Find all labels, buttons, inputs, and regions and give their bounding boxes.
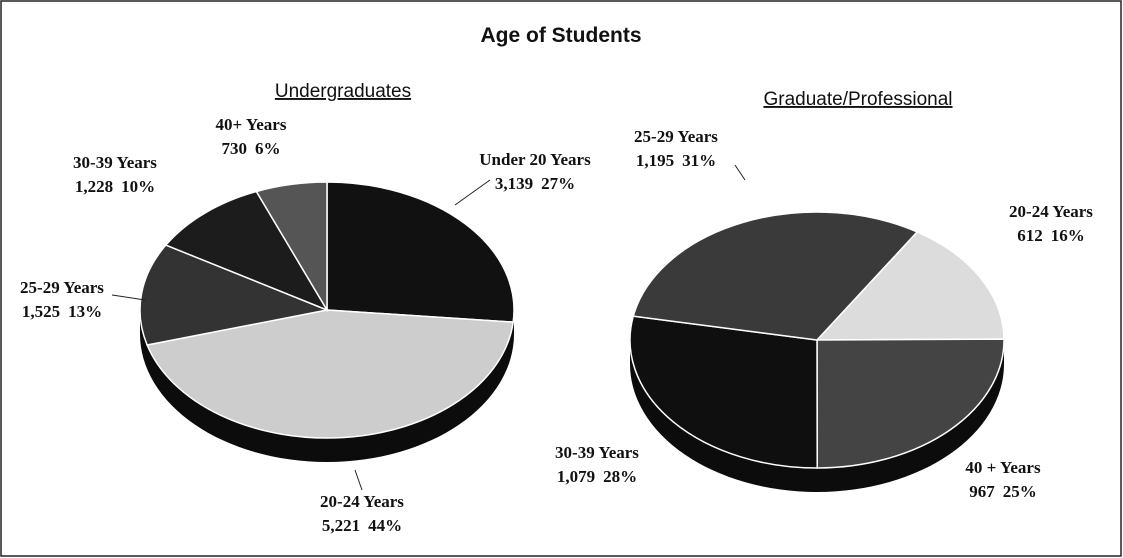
value-label: 1,525 — [22, 302, 60, 321]
pie-slice — [632, 211, 919, 341]
slice-label: Under 20 Years — [479, 150, 591, 169]
percent-label: 28% — [603, 467, 637, 486]
page-title: Age of Students — [481, 24, 642, 47]
percent-label: 10% — [121, 177, 155, 196]
slice-value: 730 6% — [222, 139, 281, 158]
slice-value: 3,139 27% — [495, 174, 575, 193]
value-label: 730 — [222, 139, 248, 158]
pie-slice — [326, 181, 515, 323]
leader-line — [354, 469, 363, 491]
value-label: 3,139 — [495, 174, 533, 193]
slice-value: 5,221 44% — [322, 516, 402, 535]
chart: Undergraduates Under 20 Years 3,139 27% 20-2… — [20, 81, 591, 535]
slice-value: 1,525 13% — [22, 302, 102, 321]
pie-side — [630, 340, 1004, 492]
slice-value: 1,079 28% — [557, 467, 637, 486]
percent-label: 16% — [1051, 226, 1085, 245]
percent-label: 25% — [1003, 482, 1037, 501]
pie-slice — [146, 309, 515, 439]
value-label: 1,195 — [636, 151, 674, 170]
slice-value: 1,195 31% — [636, 151, 716, 170]
percent-label: 27% — [541, 174, 575, 193]
slice-value: 612 16% — [1017, 226, 1085, 245]
value-label: 1,079 — [557, 467, 595, 486]
leader-line — [454, 179, 491, 206]
slice-label: 25-29 Years — [634, 127, 718, 146]
chart: Graduate/Professional 20-24 Years 612 16% 40… — [555, 89, 1093, 501]
slice-label: 25-29 Years — [20, 278, 104, 297]
pie-slice — [629, 315, 818, 469]
pie-slice — [815, 231, 1005, 341]
value-label: 612 — [1017, 226, 1043, 245]
slice-label: 40 + Years — [965, 458, 1041, 477]
pie-slice — [255, 181, 328, 313]
pie-slice — [139, 244, 330, 346]
chart-title: Graduate/Professional — [763, 89, 952, 110]
slice-label: 30-39 Years — [73, 153, 157, 172]
percent-label: 31% — [682, 151, 716, 170]
chart-title: Undergraduates — [275, 81, 411, 102]
percent-label: 13% — [68, 302, 102, 321]
pie-side — [140, 310, 514, 462]
value-label: 967 — [969, 482, 995, 501]
percent-label: 6% — [255, 139, 281, 158]
pie-slice — [164, 190, 329, 312]
leader-line — [111, 294, 146, 301]
pie-slice — [816, 338, 1005, 469]
value-label: 1,228 — [75, 177, 113, 196]
slice-value: 967 25% — [969, 482, 1037, 501]
slice-label: 30-39 Years — [555, 443, 639, 462]
slice-value: 1,228 10% — [75, 177, 155, 196]
leader-line — [734, 164, 746, 181]
slice-label: 20-24 Years — [1009, 202, 1093, 221]
slice-label: 20-24 Years — [320, 492, 404, 511]
percent-label: 44% — [368, 516, 402, 535]
slice-label: 40+ Years — [216, 115, 287, 134]
value-label: 5,221 — [322, 516, 360, 535]
